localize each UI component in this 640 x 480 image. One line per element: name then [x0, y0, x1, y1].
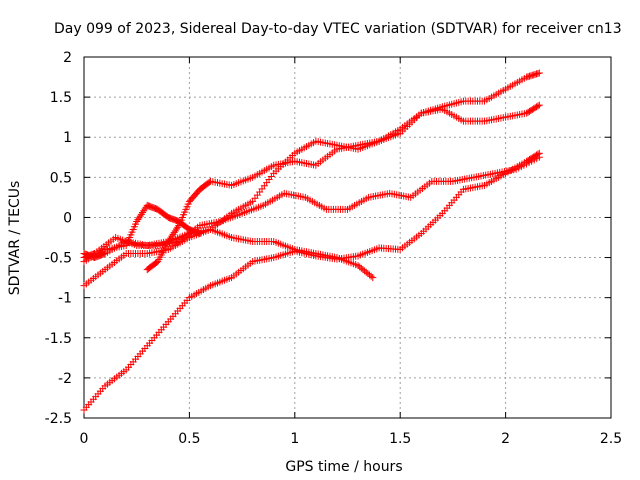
y-tick-label: 1: [63, 130, 72, 146]
y-tick-label: 1.5: [50, 90, 72, 106]
y-tick-label: -1.5: [45, 331, 72, 347]
data-series-1: [80, 149, 543, 414]
y-tick-label: -2.5: [45, 411, 72, 427]
data-series: [80, 69, 543, 414]
y-axis-label: SDTVAR / TECUs: [7, 181, 23, 296]
data-point: [140, 207, 148, 215]
x-tick-label: 0.5: [178, 431, 200, 447]
y-tick-label: -2: [58, 371, 72, 387]
x-axis-label: GPS time / hours: [285, 459, 402, 475]
x-tick-label: 0: [80, 431, 89, 447]
data-point: [173, 225, 181, 233]
plot-frame: [83, 56, 612, 419]
data-point: [196, 229, 204, 237]
x-tick-label: 1.5: [389, 431, 411, 447]
data-point: [367, 272, 375, 280]
chart-title: Day 099 of 2023, Sidereal Day-to-day VTE…: [54, 21, 622, 37]
y-tick-label: -0.5: [45, 251, 72, 267]
y-tick-label: -1: [58, 291, 72, 307]
data-point: [535, 153, 543, 161]
data-point: [534, 150, 542, 158]
data-point: [168, 232, 176, 240]
data-series-6: [80, 201, 204, 266]
y-tick-label: 0.5: [50, 170, 72, 186]
data-point: [535, 101, 543, 109]
y-axis-ticks: -2.5 -2 -1.5 -1 -0.5 0 0.5 1 1.5 2: [45, 50, 611, 427]
data-point: [369, 274, 377, 282]
x-tick-label: 2: [501, 431, 510, 447]
data-point: [535, 69, 543, 77]
data-series-4: [143, 101, 543, 274]
y-tick-label: 2: [63, 50, 72, 66]
data-point: [174, 223, 182, 231]
data-point: [139, 209, 147, 217]
data-series-3: [80, 153, 543, 262]
data-point: [170, 229, 178, 237]
x-tick-label: 2.5: [600, 431, 622, 447]
x-axis-ticks: 0 0.5 1 1.5 2 2.5: [80, 57, 622, 447]
y-tick-label: 0: [63, 210, 72, 226]
data-point: [134, 216, 142, 224]
data-point: [137, 210, 145, 218]
data-point: [136, 212, 144, 220]
data-point: [133, 217, 141, 225]
data-point: [534, 102, 542, 110]
data-point: [171, 227, 179, 235]
x-tick-label: 1: [290, 431, 299, 447]
data-point: [141, 205, 149, 213]
data-point: [135, 214, 143, 222]
